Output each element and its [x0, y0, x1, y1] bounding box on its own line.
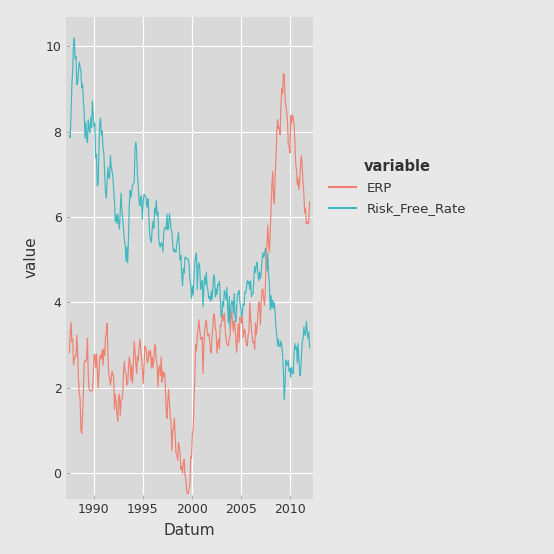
Y-axis label: value: value [24, 237, 39, 279]
Legend: ERP, Risk_Free_Rate: ERP, Risk_Free_Rate [324, 153, 471, 220]
X-axis label: Datum: Datum [163, 524, 216, 538]
